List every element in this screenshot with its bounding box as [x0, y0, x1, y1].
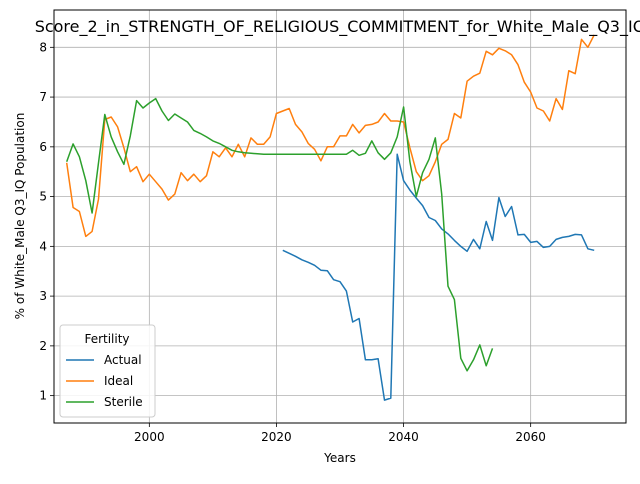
x-tick-label: 2020: [261, 430, 292, 444]
y-axis-label: % of White_Male Q3_IQ Population: [13, 113, 27, 320]
series-line-actual: [282, 153, 595, 401]
chart-title: Score_2_in_STRENGTH_OF_RELIGIOUS_COMMITM…: [35, 17, 640, 37]
legend: Fertility Actual Ideal Sterile: [59, 324, 156, 418]
grid: [54, 10, 626, 423]
x-tick-label: 2060: [515, 430, 546, 444]
legend-title: Fertility: [84, 332, 129, 346]
legend-items: Actual Ideal Sterile: [66, 353, 143, 409]
y-tick-label: 2: [39, 339, 47, 353]
legend-label-actual: Actual: [104, 353, 142, 367]
y-axis-ticks: 1 2 3 4 5 6 7 8: [39, 40, 54, 403]
legend-box: [59, 324, 156, 418]
series-line-sterile: [65, 97, 494, 372]
y-tick-label: 1: [39, 389, 47, 403]
y-tick-label: 8: [39, 40, 47, 54]
x-tick-label: 2040: [388, 430, 419, 444]
plot-area-frame: [53, 9, 627, 424]
x-tick-label: 2000: [134, 430, 165, 444]
x-axis-ticks: 2000 2020 2040 2060: [134, 423, 546, 444]
y-tick-label: 3: [39, 289, 47, 303]
y-tick-label: 6: [39, 140, 47, 154]
series-lines: [65, 34, 595, 401]
y-tick-label: 5: [39, 190, 47, 204]
legend-label-sterile: Sterile: [104, 395, 143, 409]
x-axis-label: Years: [323, 451, 356, 465]
y-tick-label: 4: [39, 239, 47, 253]
legend-label-ideal: Ideal: [104, 374, 133, 388]
y-tick-label: 7: [39, 90, 47, 104]
series-line-ideal: [65, 34, 595, 238]
